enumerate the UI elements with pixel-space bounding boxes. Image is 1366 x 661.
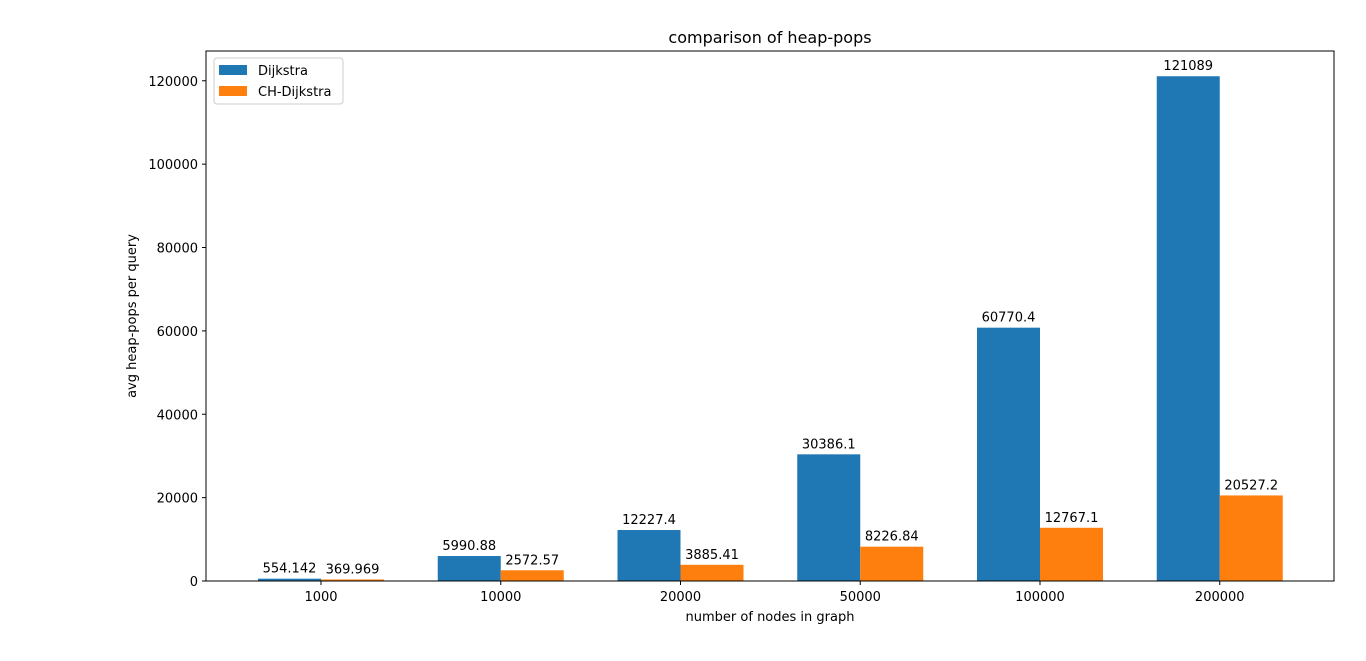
bar-dijkstra-50000 xyxy=(797,454,861,581)
data-labels-layer: 554.142 5990.88 12227.4 30386.1 60770.4 12108… xyxy=(263,59,1279,577)
data-label-dijkstra-100000: 60770.4 xyxy=(982,311,1036,326)
data-label-ch-dijkstra-1000: 369.969 xyxy=(326,562,380,577)
plot-area-frame xyxy=(205,50,1335,582)
x-tick-label: 10000 xyxy=(480,590,521,605)
y-tick-label: 120000 xyxy=(148,75,198,90)
bar-dijkstra-100000 xyxy=(977,327,1040,581)
data-label-ch-dijkstra-10000: 2572.57 xyxy=(505,553,559,568)
y-tick-label: 40000 xyxy=(157,408,198,423)
bar-ch-dijkstra-1000 xyxy=(321,579,384,581)
data-label-dijkstra-10000: 5990.88 xyxy=(442,539,496,554)
x-tick-label: 100000 xyxy=(1015,590,1065,605)
data-label-dijkstra-20000: 12227.4 xyxy=(622,513,676,528)
y-tick-label: 0 xyxy=(190,575,198,590)
x-axis-label: number of nodes in graph xyxy=(686,610,855,625)
legend-label-ch-dijkstra: CH-Dijkstra xyxy=(258,85,332,100)
bar-dijkstra-1000 xyxy=(258,578,321,581)
data-label-ch-dijkstra-50000: 8226.84 xyxy=(865,530,919,545)
data-label-dijkstra-50000: 30386.1 xyxy=(802,437,856,452)
legend-label-dijkstra: Dijkstra xyxy=(258,64,308,79)
y-tick-label: 100000 xyxy=(148,158,198,173)
y-tick-label: 60000 xyxy=(157,325,198,340)
data-label-dijkstra-200000: 121089 xyxy=(1163,59,1213,74)
x-tick-label: 200000 xyxy=(1195,590,1245,605)
data-label-ch-dijkstra-200000: 20527.2 xyxy=(1224,478,1278,493)
x-axis: 1000 10000 20000 50000 100000 200000 xyxy=(304,581,1245,605)
bar-ch-dijkstra-100000 xyxy=(1040,527,1103,581)
bar-dijkstra-20000 xyxy=(617,530,681,581)
chart-title: comparison of heap-pops xyxy=(668,28,871,47)
y-tick-label: 20000 xyxy=(157,492,198,507)
bar-ch-dijkstra-200000 xyxy=(1219,495,1283,581)
y-axis-label: avg heap-pops per query xyxy=(125,234,140,398)
bar-dijkstra-200000 xyxy=(1156,76,1220,582)
data-label-ch-dijkstra-100000: 12767.1 xyxy=(1045,511,1099,526)
x-tick-label: 50000 xyxy=(840,590,881,605)
x-tick-label: 20000 xyxy=(660,590,701,605)
y-tick-label: 80000 xyxy=(157,242,198,257)
y-axis: 0 20000 40000 60000 80000 100000 120000 xyxy=(148,75,206,590)
bar-ch-dijkstra-20000 xyxy=(680,564,744,581)
legend: Dijkstra CH-Dijkstra xyxy=(213,57,344,105)
legend-swatch-dijkstra xyxy=(219,65,247,75)
data-label-ch-dijkstra-20000: 3885.41 xyxy=(685,548,739,563)
bar-ch-dijkstra-50000 xyxy=(860,546,924,581)
x-tick-label: 1000 xyxy=(304,590,337,605)
legend-swatch-ch-dijkstra xyxy=(219,86,247,96)
bar-ch-dijkstra-10000 xyxy=(500,570,564,581)
bars-layer xyxy=(258,76,1283,582)
bar-dijkstra-10000 xyxy=(437,556,501,581)
data-label-dijkstra-1000: 554.142 xyxy=(263,562,317,577)
